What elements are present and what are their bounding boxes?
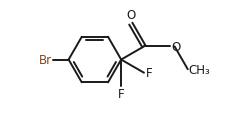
Text: O: O — [171, 41, 180, 53]
Text: Br: Br — [39, 54, 52, 66]
Text: O: O — [126, 9, 135, 22]
Text: CH₃: CH₃ — [188, 63, 210, 76]
Text: F: F — [118, 88, 124, 100]
Text: F: F — [145, 67, 152, 79]
